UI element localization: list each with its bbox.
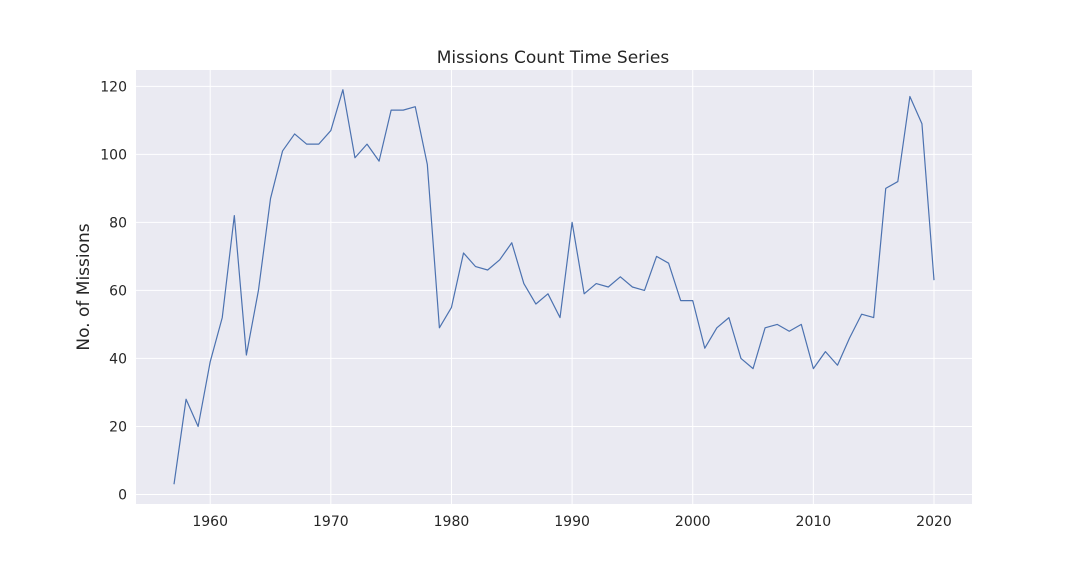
series-line-0: [173, 89, 935, 485]
x-axis-ticks: 1960 1970 1980 1990 2000 2010 2020: [192, 514, 951, 530]
x-tick-label: 1970: [313, 514, 349, 530]
x-tick-label: 2000: [675, 514, 711, 530]
y-axis-ticks: 0 20 40 60 80 100 120: [100, 79, 127, 503]
y-tick-label: 100: [100, 147, 127, 163]
x-tick-label: 2010: [796, 514, 832, 530]
y-tick-label: 80: [109, 215, 127, 231]
y-tick-label: 40: [109, 351, 127, 367]
y-tick-label: 120: [100, 79, 127, 95]
x-tick-label: 1990: [554, 514, 590, 530]
x-tick-label: 2020: [916, 514, 952, 530]
y-tick-label: 0: [118, 487, 127, 503]
y-axis-label: No. of Missions: [74, 223, 94, 350]
chart-title: Missions Count Time Series: [437, 48, 670, 68]
x-tick-label: 1960: [192, 514, 228, 530]
y-tick-label: 60: [109, 283, 127, 299]
series-group: [173, 89, 935, 485]
y-tick-label: 20: [109, 419, 127, 435]
grid-lines: [136, 70, 972, 504]
plot-area: [136, 70, 972, 504]
x-tick-label: 1980: [434, 514, 470, 530]
